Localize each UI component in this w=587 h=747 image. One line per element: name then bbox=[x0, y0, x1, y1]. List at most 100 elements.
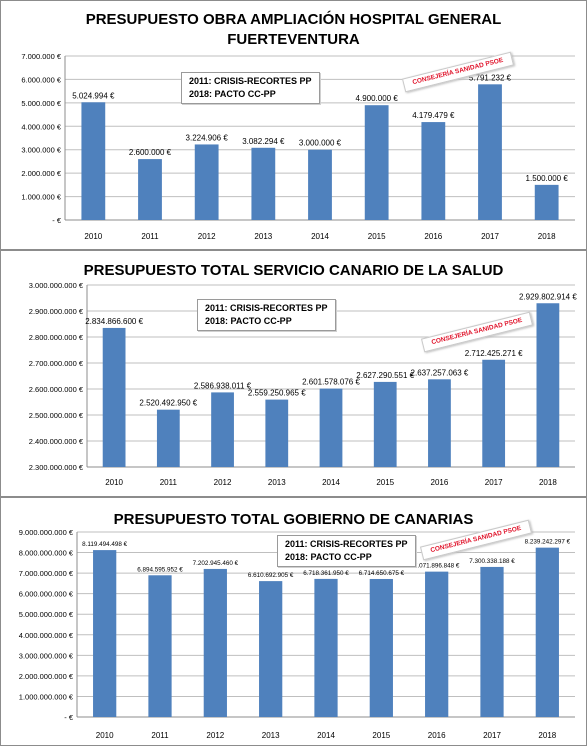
annotation-line-2018: 2018: PACTO CC-PP bbox=[189, 89, 276, 99]
y-tick-label: 8.000.000.000 € bbox=[19, 549, 74, 558]
x-tick-label: 2016 bbox=[431, 478, 449, 487]
bar-2016 bbox=[428, 379, 451, 467]
y-tick-label: 6.000.000.000 € bbox=[19, 590, 74, 599]
x-tick-label: 2011 bbox=[141, 232, 159, 241]
y-tick-label: 4.000.000.000 € bbox=[19, 631, 74, 640]
x-tick-label: 2015 bbox=[372, 731, 390, 740]
x-tick-label: 2014 bbox=[317, 731, 335, 740]
x-tick-label: 2012 bbox=[198, 232, 216, 241]
x-tick-label: 2015 bbox=[376, 478, 394, 487]
bar-2015 bbox=[373, 381, 397, 467]
data-label: 8.239.242.297 € bbox=[525, 539, 571, 546]
data-label: 2.600.000 € bbox=[129, 148, 172, 157]
x-tick-label: 2016 bbox=[424, 232, 442, 241]
bar-2017 bbox=[480, 566, 504, 717]
bar-chart-servicio-canario-salud: 2.300.000.000 € 2.400.000.000 € 2.500.000.… bbox=[29, 281, 578, 487]
y-tick-label: 6.000.000 € bbox=[21, 75, 61, 84]
x-tick-label: 2018 bbox=[538, 731, 556, 740]
data-label: 2.637.257.063 € bbox=[411, 368, 469, 377]
bar-2012 bbox=[203, 568, 227, 717]
x-tick-label: 2010 bbox=[105, 478, 123, 487]
data-label: 6.714.650.675 € bbox=[359, 570, 405, 577]
x-tick-label: 2014 bbox=[322, 478, 340, 487]
x-tick-label: 2011 bbox=[160, 478, 178, 487]
data-label: 8.119.494.498 € bbox=[82, 541, 128, 548]
bar-2013 bbox=[259, 581, 283, 717]
x-tick-label: 2013 bbox=[268, 478, 286, 487]
bar-2014 bbox=[319, 388, 343, 467]
y-tick-label: 1.000.000 € bbox=[21, 193, 61, 202]
data-label: 4.900.000 € bbox=[356, 94, 399, 103]
data-label: 2.627.290.551 € bbox=[356, 371, 414, 380]
y-tick-label: 9.000.000.000 € bbox=[19, 528, 74, 537]
data-label: 5.791.232 € bbox=[469, 73, 512, 82]
x-tick-label: 2015 bbox=[368, 232, 386, 241]
data-label: 7.071.896.848 € bbox=[414, 563, 460, 570]
y-tick-label: 2.800.000.000 € bbox=[29, 333, 84, 342]
bar-2018 bbox=[534, 184, 559, 220]
y-tick-label: - € bbox=[64, 713, 74, 722]
data-label: 2.834.866.600 € bbox=[85, 317, 143, 326]
data-label: 2.601.578.076 € bbox=[302, 378, 360, 387]
x-tick-label: 2017 bbox=[483, 731, 501, 740]
x-tick-label: 2010 bbox=[84, 232, 102, 241]
bar-2016 bbox=[425, 571, 449, 717]
y-tick-label: 2.000.000.000 € bbox=[19, 672, 74, 681]
annotation-line-2011: 2011: CRISIS-RECORTES PP bbox=[189, 76, 312, 86]
y-tick-label: 4.000.000 € bbox=[21, 122, 61, 131]
y-tick-label: 2.400.000.000 € bbox=[29, 437, 84, 446]
x-tick-label: 2018 bbox=[538, 232, 556, 241]
data-label: 4.179.479 € bbox=[412, 111, 455, 120]
y-tick-label: 7.000.000.000 € bbox=[19, 569, 74, 578]
x-tick-label: 2017 bbox=[485, 478, 503, 487]
bar-2013 bbox=[265, 399, 289, 467]
x-tick-label: 2014 bbox=[311, 232, 329, 241]
chart-title-line2: FUERTEVENTURA bbox=[227, 31, 360, 48]
bar-2012 bbox=[211, 392, 234, 467]
y-tick-label: 1.000.000.000 € bbox=[19, 692, 74, 701]
data-label: 6.894.595.952 € bbox=[137, 566, 183, 573]
y-tick-label: 2.700.000.000 € bbox=[29, 359, 84, 368]
y-tick-label: 3.000.000 € bbox=[21, 146, 61, 155]
bar-2018 bbox=[536, 303, 560, 467]
bar-2015 bbox=[369, 578, 393, 717]
data-label: 2.586.938.011 € bbox=[194, 381, 252, 390]
bar-chart-hospital-fuerteventura: - € 1.000.000 € 2.000.000 € 3.000.000 € 4.00… bbox=[21, 52, 575, 241]
x-tick-label: 2018 bbox=[539, 478, 557, 487]
y-tick-label: 2.500.000.000 € bbox=[29, 411, 84, 420]
chart-title-line1: PRESUPUESTO TOTAL GOBIERNO DE CANARIAS bbox=[113, 511, 474, 528]
bar-2014 bbox=[314, 578, 338, 717]
annotation-line-2018: 2018: PACTO CC-PP bbox=[285, 552, 372, 562]
x-tick-label: 2016 bbox=[428, 731, 446, 740]
bar-chart-gobierno-canarias: - € 1.000.000.000 € 2.000.000.000 € 3.000.0… bbox=[19, 528, 575, 740]
data-label: 5.024.994 € bbox=[72, 91, 115, 100]
bar-2018 bbox=[535, 547, 559, 717]
x-tick-label: 2013 bbox=[254, 232, 272, 241]
bar-2017 bbox=[478, 84, 502, 221]
bar-2015 bbox=[364, 105, 389, 220]
y-tick-label: 2.900.000.000 € bbox=[29, 307, 84, 316]
y-tick-label: 2.000.000 € bbox=[21, 169, 61, 178]
x-tick-label: 2017 bbox=[481, 232, 499, 241]
bar-2017 bbox=[482, 359, 506, 467]
y-tick-label: 2.300.000.000 € bbox=[29, 463, 84, 472]
x-tick-label: 2013 bbox=[262, 731, 280, 740]
chart-panel-servicio-canario-salud: PRESUPUESTO TOTAL SERVICIO CANARIO DE LA… bbox=[0, 250, 587, 497]
y-tick-label: 5.000.000 € bbox=[21, 99, 61, 108]
bar-2010 bbox=[102, 327, 126, 467]
data-label: 2.520.492.950 € bbox=[139, 399, 197, 408]
data-label: 6.610.692.905 € bbox=[248, 572, 294, 579]
bar-2016 bbox=[421, 122, 446, 220]
data-label: 2.712.425.271 € bbox=[465, 349, 523, 358]
bar-2011 bbox=[148, 575, 172, 717]
x-tick-label: 2011 bbox=[151, 731, 169, 740]
chart-title-line1: PRESUPUESTO OBRA AMPLIACIÓN HOSPITAL GEN… bbox=[85, 11, 502, 28]
bar-2011 bbox=[156, 409, 180, 467]
data-label: 7.300.338.188 € bbox=[469, 558, 515, 565]
chart-title-line1: PRESUPUESTO TOTAL SERVICIO CANARIO DE LA… bbox=[83, 262, 504, 279]
bar-2014 bbox=[308, 149, 332, 220]
x-tick-label: 2012 bbox=[214, 478, 232, 487]
data-label: 3.000.000 € bbox=[299, 139, 342, 148]
data-label: 3.082.294 € bbox=[242, 137, 285, 146]
annotation-note: 2011: CRISIS-RECORTES PP 2018: PACTO CC-… bbox=[197, 299, 336, 331]
